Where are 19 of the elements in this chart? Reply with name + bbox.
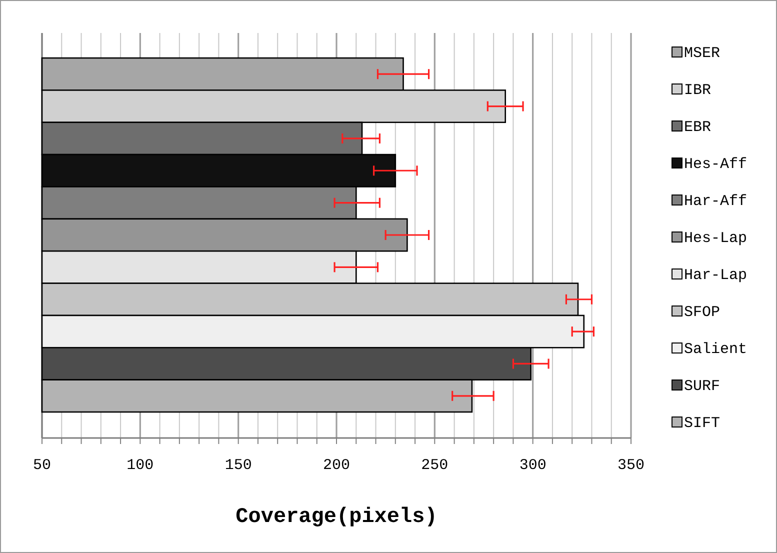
x-tick-label: 350 bbox=[617, 457, 645, 474]
x-tick-label: 150 bbox=[224, 457, 252, 474]
legend-label: Hes-Aff bbox=[684, 156, 748, 173]
legend-label: EBR bbox=[684, 119, 712, 136]
x-tick-label: 300 bbox=[519, 457, 546, 474]
x-tick-label: 50 bbox=[32, 457, 52, 474]
legend-label: MSER bbox=[684, 45, 720, 62]
x-axis-title: Coverage(pixels) bbox=[236, 506, 438, 529]
x-tick-label: 100 bbox=[126, 457, 154, 474]
legend-label: Hes-Lap bbox=[684, 230, 748, 247]
legend-label: Har-Lap bbox=[684, 267, 748, 284]
x-tick-label: 250 bbox=[421, 457, 448, 474]
legend-label: SIFT bbox=[684, 415, 720, 432]
legend-label: IBR bbox=[684, 82, 712, 99]
legend-label: SFOP bbox=[684, 304, 720, 321]
legend-label: SURF bbox=[684, 378, 720, 395]
x-tick-label: 200 bbox=[322, 457, 350, 474]
legend-label: Salient bbox=[684, 341, 748, 358]
legend-label: Har-Aff bbox=[684, 193, 748, 210]
